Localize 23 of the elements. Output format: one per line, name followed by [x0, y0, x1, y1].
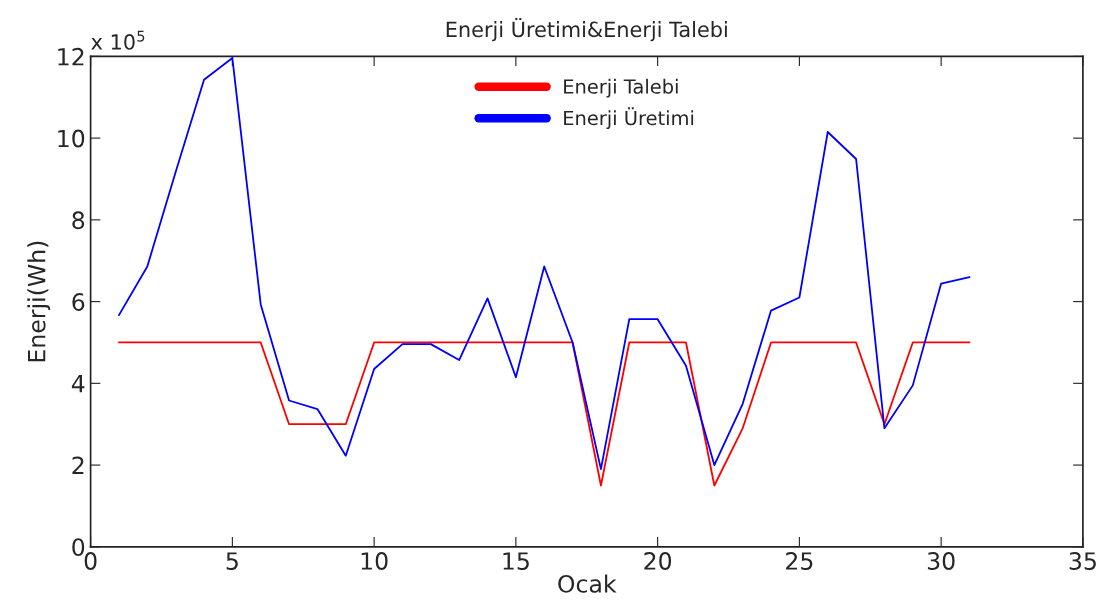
x-tick-label: 35 [1069, 552, 1096, 570]
legend-label: Enerji Talebi [564, 78, 678, 98]
y-tick-label: 2 [72, 456, 84, 475]
y-tick-label: 10 [58, 129, 85, 148]
y-tick-label: 0 [72, 538, 85, 557]
x-tick-label: 10 [361, 552, 388, 570]
x-tick-label: 25 [786, 552, 813, 570]
y-tick-label: 12 [58, 47, 84, 66]
line-series [118, 57, 971, 471]
x-tick-label: 0 [84, 552, 97, 570]
line-series [118, 341, 971, 487]
x-tick-label: 5 [226, 552, 238, 570]
x-tick-label: 15 [503, 552, 529, 570]
legend-label: Enerji Üretimi [564, 107, 694, 130]
x-tick-label: 30 [927, 552, 955, 570]
y-tick-label: 8 [72, 211, 85, 230]
y-tick-label: 6 [72, 293, 85, 311]
text: x 10$^{5}$ [91, 30, 145, 50]
chart-title: Enerji Üretimi&Enerji Talebi [446, 17, 727, 42]
y-tick-label: 4 [71, 375, 85, 393]
y-axis-title: Enerji(Wh) [27, 241, 51, 362]
x-tick-label: 20 [644, 552, 672, 570]
x-axis-title: Ocak [558, 574, 617, 593]
